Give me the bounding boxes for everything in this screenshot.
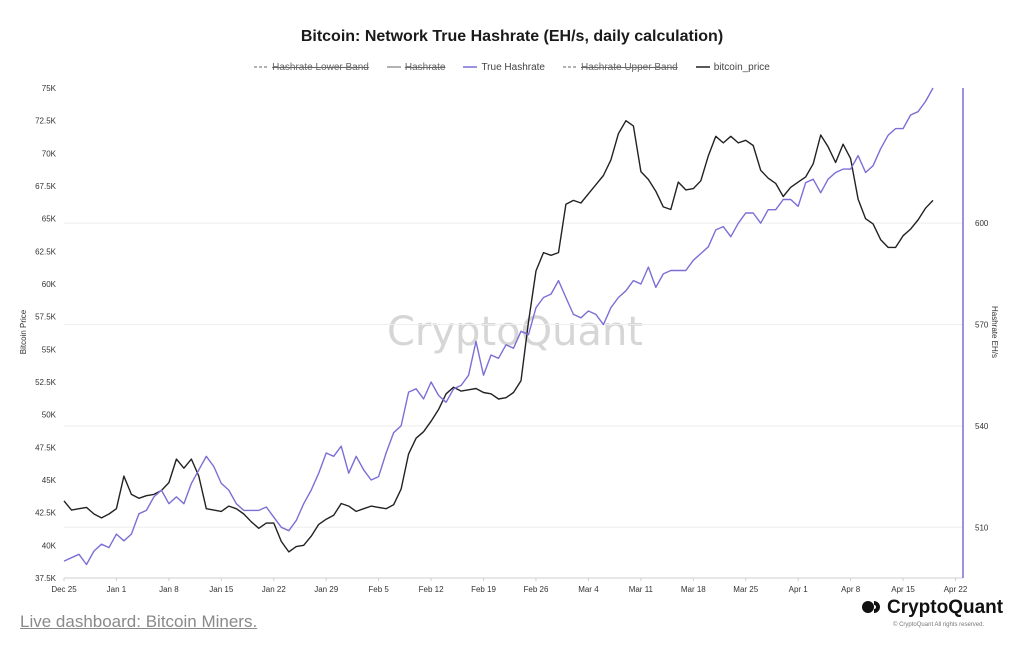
y-left-tick-label: 37.5K bbox=[35, 574, 57, 583]
series-line-bitcoin-price bbox=[63, 119, 934, 553]
legend-item-bitcoin-price[interactable]: bitcoin_price bbox=[695, 62, 770, 73]
brand-name: CryptoQuant bbox=[887, 597, 1004, 618]
y-left-tick-label: 60K bbox=[42, 280, 57, 289]
chart-legend: Hashrate Lower Band Hashrate True Hashrate… bbox=[0, 62, 1024, 73]
legend-swatch-icon bbox=[254, 66, 269, 69]
x-tick-label: Dec 25 bbox=[51, 585, 77, 594]
y-left-tick-label: 42.5K bbox=[35, 509, 57, 518]
y-left-tick-label: 65K bbox=[42, 215, 57, 224]
y-left-tick-label: 67.5K bbox=[35, 182, 57, 191]
y-left-tick-label: 50K bbox=[42, 411, 57, 420]
series-line-true-hashrate bbox=[63, 87, 934, 566]
y-left-tick-label: 40K bbox=[42, 541, 57, 550]
x-tick-label: Jan 22 bbox=[262, 585, 287, 594]
cryptoquant-logo-icon bbox=[862, 601, 880, 613]
legend-label: Hashrate bbox=[404, 62, 446, 73]
legend-item-true-hashrate[interactable]: True Hashrate bbox=[463, 62, 545, 73]
y-right-tick-label: 510 bbox=[975, 523, 989, 532]
x-tick-label: Jan 8 bbox=[159, 585, 179, 594]
brand-logo: CryptoQuant bbox=[862, 597, 1003, 619]
x-tick-label: Apr 22 bbox=[944, 585, 968, 594]
copyright-notice: © CryptoQuant All rights reserved. bbox=[893, 622, 985, 628]
legend-label: Hashrate Lower Band bbox=[272, 62, 369, 73]
y-axis-left-title: Bitcoin Price bbox=[19, 309, 28, 354]
legend-item-hashrate[interactable]: Hashrate bbox=[386, 62, 446, 73]
x-tick-label: Feb 26 bbox=[524, 585, 549, 594]
legend-label: bitcoin_price bbox=[713, 62, 770, 73]
x-tick-label: Mar 11 bbox=[629, 585, 654, 594]
chart-plot: CryptoQuant 37.5K 40K 42.5K 45K 47.5K 50K 52.5… bbox=[19, 84, 999, 594]
y-left-tick-label: 72.5K bbox=[35, 117, 57, 126]
x-tick-label: Mar 18 bbox=[681, 585, 706, 594]
legend-label: Hashrate Upper Band bbox=[580, 62, 678, 73]
x-tick-label: Mar 4 bbox=[578, 585, 599, 594]
x-tick-label: Apr 1 bbox=[789, 585, 809, 594]
x-tick-label: Feb 12 bbox=[419, 585, 444, 594]
live-dashboard-link[interactable]: Live dashboard: Bitcoin Miners. bbox=[20, 612, 258, 631]
y-left-tick-label: 75K bbox=[42, 84, 57, 93]
x-tick-label: Feb 19 bbox=[471, 585, 496, 594]
y-left-tick-label: 57.5K bbox=[35, 313, 57, 322]
y-left-tick-label: 45K bbox=[42, 476, 57, 485]
watermark-text: CryptoQuant bbox=[387, 309, 643, 355]
y-left-tick-label: 62.5K bbox=[35, 247, 57, 256]
legend-label: True Hashrate bbox=[481, 62, 545, 73]
x-tick-label: Jan 29 bbox=[314, 585, 339, 594]
x-tick-label: Jan 15 bbox=[209, 585, 234, 594]
chart-gridlines bbox=[64, 222, 963, 528]
legend-swatch-icon bbox=[695, 66, 710, 69]
chart-series-layer bbox=[63, 87, 934, 566]
y-right-tick-label: 540 bbox=[975, 422, 989, 431]
legend-swatch-icon bbox=[463, 66, 478, 69]
legend-item-hashrate-upper-band[interactable]: Hashrate Upper Band bbox=[562, 62, 678, 73]
x-tick-label: Mar 25 bbox=[733, 585, 758, 594]
x-tick-label: Feb 5 bbox=[368, 585, 389, 594]
y-left-tick-label: 47.5K bbox=[35, 443, 57, 452]
chart-title: Bitcoin: Network True Hashrate (EH/s, da… bbox=[300, 28, 724, 45]
legend-swatch-icon bbox=[562, 66, 577, 69]
y-axis-right-title: Hashrate EH/s bbox=[990, 306, 999, 358]
y-left-tick-label: 70K bbox=[42, 149, 57, 158]
x-tick-label: Apr 8 bbox=[841, 585, 861, 594]
chart-axes: 37.5K 40K 42.5K 45K 47.5K 50K 52.5K 55K 57.5K 60K… bbox=[35, 84, 989, 594]
legend-item-hashrate-lower-band[interactable]: Hashrate Lower Band bbox=[254, 62, 369, 73]
y-left-tick-label: 55K bbox=[42, 345, 57, 354]
legend-swatch-icon bbox=[386, 66, 401, 69]
y-right-tick-label: 600 bbox=[975, 219, 989, 228]
x-tick-label: Apr 15 bbox=[891, 585, 915, 594]
y-right-tick-label: 570 bbox=[975, 321, 989, 330]
y-left-tick-label: 52.5K bbox=[35, 378, 57, 387]
x-tick-label: Jan 1 bbox=[107, 585, 127, 594]
